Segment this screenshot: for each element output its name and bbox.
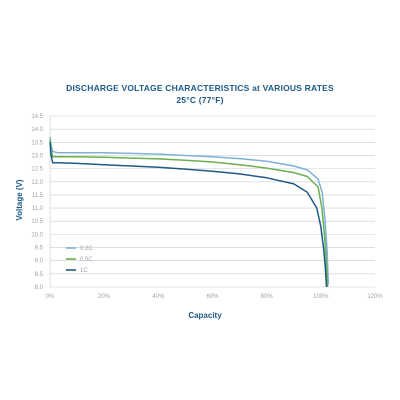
y-tick-label: 9.5 <box>35 246 44 252</box>
x-tick-label: 100% <box>313 294 329 300</box>
y-tick-labels: 8.0 8.5 9.0 9.5 10.0 10.5 11.0 11.5 12.0 12.5 13.0… <box>31 114 43 291</box>
x-axis-label: Capacity <box>188 311 222 320</box>
series-lines <box>49 136 330 288</box>
x-tick-label: 20% <box>98 294 111 300</box>
y-tick-label: 11.5 <box>32 193 44 199</box>
chart-title: DISCHARGE VOLTAGE CHARACTERISTICS at VAR… <box>66 83 334 93</box>
legend-label: 1C <box>80 268 88 274</box>
grid-lines <box>49 115 375 288</box>
x-tick-label: 60% <box>206 294 219 300</box>
y-tick-label: 13.0 <box>31 153 43 159</box>
x-tick-label: 0% <box>46 294 55 300</box>
y-tick-label: 12.5 <box>31 167 43 173</box>
y-tick-label: 14.0 <box>31 127 43 133</box>
y-tick-label: 8.5 <box>35 272 44 278</box>
x-tick-label: 120% <box>367 294 383 300</box>
y-tick-label: 13.5 <box>31 140 43 146</box>
legend: 0.2C 0.5C 1C <box>66 246 93 274</box>
y-tick-label: 12.0 <box>31 180 43 186</box>
y-tick-label: 10.5 <box>31 219 43 225</box>
series-line-1 <box>49 139 329 288</box>
y-tick-label: 11.0 <box>32 206 44 212</box>
legend-label: 0.5C <box>80 257 93 263</box>
chart-subtitle: 25°C (77°F) <box>176 95 224 105</box>
legend-label: 0.2C <box>80 246 93 252</box>
y-tick-label: 10.0 <box>31 232 43 238</box>
x-tick-label: 80% <box>261 294 274 300</box>
y-tick-label: 9.0 <box>35 259 44 265</box>
x-tick-label: 40% <box>152 294 165 300</box>
series-line-0 <box>49 136 330 285</box>
x-tick-labels: 0% 20% 40% 60% 80% 100% 120% <box>46 294 384 300</box>
y-tick-label: 14.5 <box>31 114 43 120</box>
y-axis-label: Voltage (V) <box>15 179 24 221</box>
series-line-2 <box>49 142 328 288</box>
y-tick-label: 8.0 <box>35 285 44 291</box>
